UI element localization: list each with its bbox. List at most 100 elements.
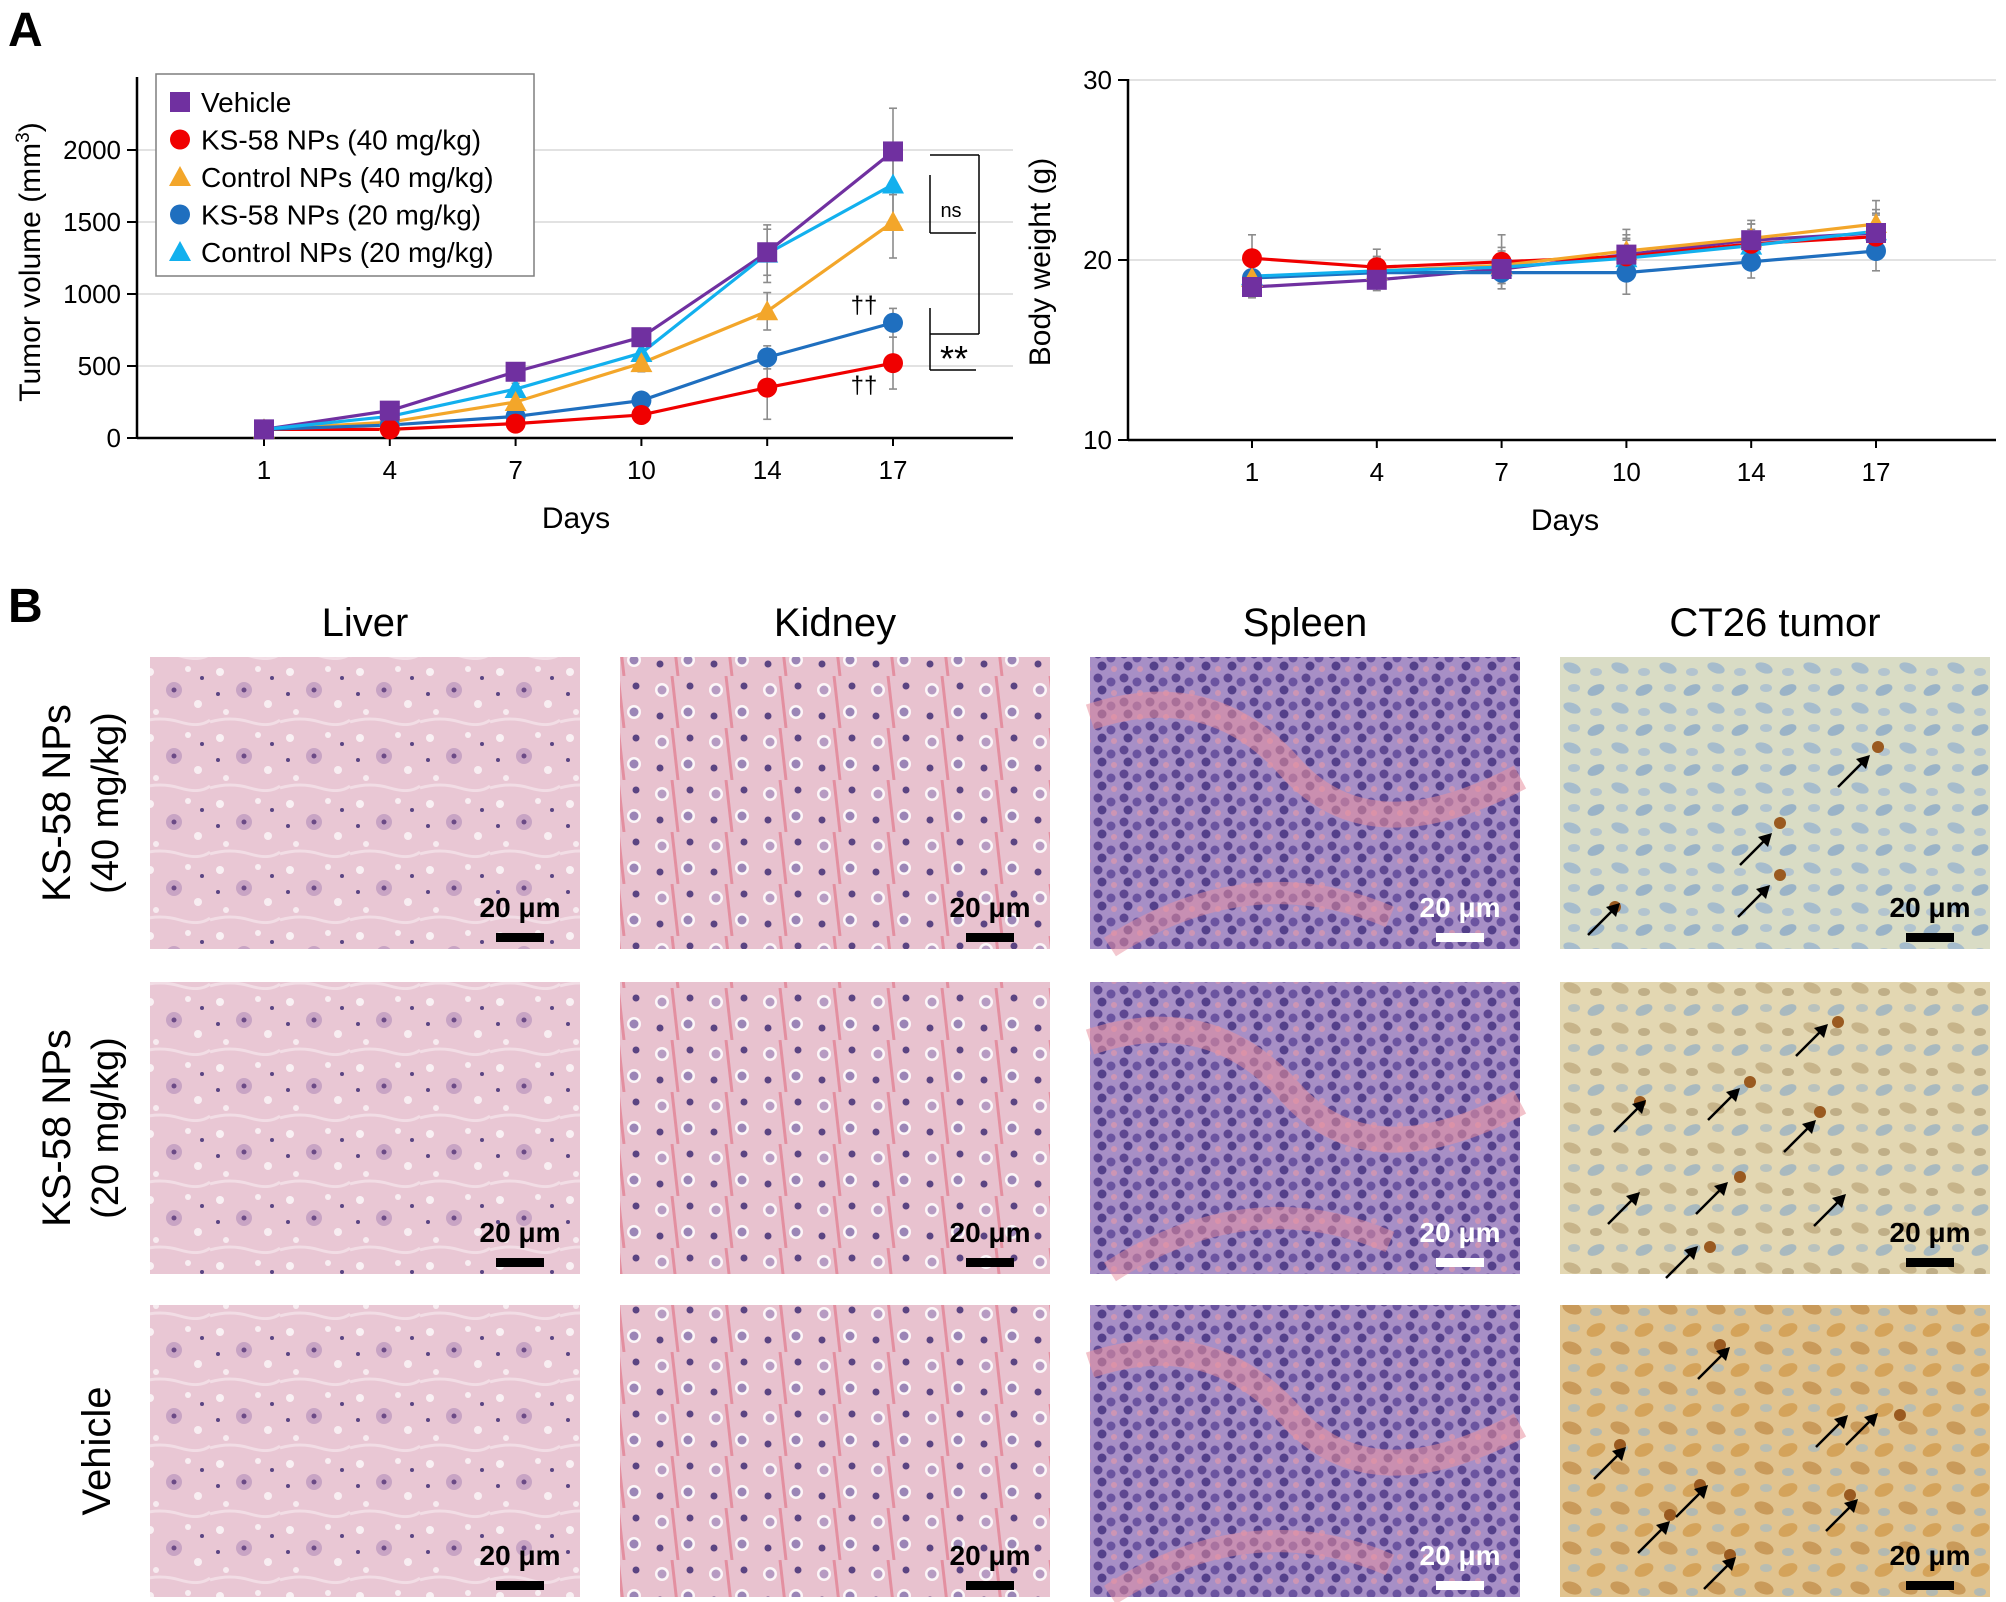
scale-bar-label: 20 μm (950, 1217, 1031, 1248)
data-point (505, 361, 526, 382)
histology-image-kidney (620, 1305, 1050, 1597)
significance-annotation: ** (940, 338, 968, 379)
scale-bar-label: 20 μm (1420, 1217, 1501, 1248)
arrow-head (1716, 1347, 1730, 1361)
arrow-head (1626, 1192, 1640, 1206)
data-point (757, 347, 778, 368)
y-tick-label: 30 (1083, 65, 1112, 95)
arrow-head (1726, 1088, 1740, 1102)
row-label: KS-58 NPs (35, 704, 79, 902)
series-line (263, 150, 895, 431)
y-axis-label: Body weight (g) (1024, 158, 1057, 366)
data-point (1242, 277, 1262, 297)
arrow-head (1834, 1415, 1848, 1429)
scale-bar (1906, 1258, 1954, 1267)
data-point (882, 211, 904, 231)
scale-bar-label: 20 μm (480, 1540, 561, 1571)
series-line (263, 183, 894, 431)
legend-label: KS-58 NPs (40 mg/kg) (201, 125, 481, 156)
legend-label: Vehicle (201, 87, 291, 118)
x-tick-label: 10 (627, 455, 656, 485)
y-tick-label: 500 (78, 351, 121, 381)
data-point (1741, 251, 1762, 272)
row-sublabel: (20 mg/kg) (85, 1037, 127, 1219)
arrow-head (1856, 755, 1870, 769)
dagger-annotation: †† (851, 372, 878, 399)
histology-image-tumor (1560, 1305, 1990, 1597)
histology-image-tumor (1560, 982, 1990, 1274)
red-pulp-region (1104, 882, 1395, 957)
red-pulp-region (1104, 1530, 1395, 1602)
scale-bar (1436, 1581, 1484, 1590)
scale-bar (1436, 933, 1484, 942)
row-label: KS-58 NPs (35, 1029, 79, 1227)
y-tick-label: 1000 (63, 279, 121, 309)
x-tick-label: 1 (1245, 457, 1259, 487)
scale-bar-label: 20 μm (1420, 892, 1501, 923)
data-point (505, 413, 526, 434)
scale-bar-label: 20 μm (480, 1217, 561, 1248)
series-line (1251, 222, 1877, 280)
arrow-head (1656, 1521, 1670, 1535)
stained-cell (1774, 817, 1786, 829)
scale-bar-label: 20 μm (1420, 1540, 1501, 1571)
data-point (883, 141, 903, 162)
data-point (1866, 241, 1886, 261)
data-point (1741, 230, 1762, 251)
column-header: Spleen (1243, 601, 1368, 645)
scale-bar (966, 1581, 1014, 1590)
data-point (504, 391, 527, 411)
stained-cell (1894, 1409, 1906, 1421)
stained-cell (1704, 1241, 1716, 1253)
x-tick-label: 17 (1862, 457, 1891, 487)
stained-cell (1744, 1076, 1756, 1088)
column-header: Kidney (774, 601, 896, 645)
data-point (254, 419, 274, 440)
y-tick-label: 10 (1083, 425, 1112, 455)
data-point (504, 378, 527, 399)
x-tick-label: 4 (383, 455, 397, 485)
stained-cell (1714, 1339, 1726, 1351)
legend-label: KS-58 NPs (20 mg/kg) (201, 200, 481, 231)
histology-image-liver (150, 982, 580, 1274)
scale-bar (496, 933, 544, 942)
arrow-head (1844, 1499, 1858, 1513)
stained-cell (1872, 741, 1884, 753)
x-axis-label: Days (1531, 504, 1599, 537)
histology-image-kidney (620, 982, 1050, 1274)
series-line (263, 321, 894, 431)
data-point (631, 404, 652, 425)
data-point (757, 377, 778, 398)
scale-bar-label: 20 μm (480, 892, 561, 923)
stained-cell (1664, 1509, 1676, 1521)
arrow-head (1814, 1024, 1828, 1038)
histology-image-tumor (1560, 657, 1990, 949)
stained-cell (1734, 1171, 1746, 1183)
data-point (631, 390, 652, 411)
x-axis-label: Days (542, 502, 610, 535)
legend-box (155, 73, 535, 277)
scale-bar (1906, 1581, 1954, 1590)
arrow-head (1758, 833, 1772, 847)
legend-label: Control NPs (20 mg/kg) (201, 237, 494, 268)
arrow-head (1714, 1182, 1728, 1196)
legend-marker (170, 92, 190, 112)
y-tick-label: 20 (1083, 245, 1112, 275)
data-point (1866, 223, 1886, 243)
y-tick-label: 0 (107, 423, 121, 453)
data-point (1616, 244, 1637, 265)
stained-cell (1844, 1489, 1856, 1501)
scale-bar (966, 933, 1014, 942)
arrow-head (1684, 1246, 1698, 1260)
legend-marker (169, 166, 191, 186)
series-line (1251, 249, 1877, 280)
data-point (1616, 262, 1637, 283)
data-point (1491, 259, 1512, 279)
x-tick-label: 17 (879, 455, 908, 485)
histology-image-liver (150, 1305, 580, 1597)
data-point (379, 400, 400, 421)
row-sublabel: (40 mg/kg) (85, 712, 127, 894)
